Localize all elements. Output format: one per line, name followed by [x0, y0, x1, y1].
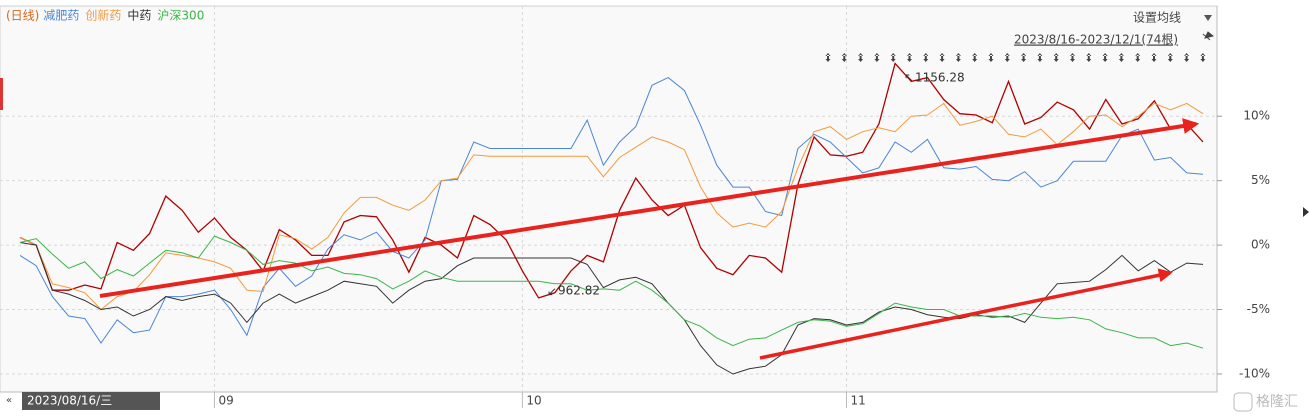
- plot-area: [0, 5, 1218, 393]
- series-line: [19, 102, 1204, 311]
- y-tick-label: 5%: [1251, 173, 1270, 187]
- marker-icon: [923, 53, 929, 62]
- cursor-date-box: [22, 392, 160, 410]
- series-line: [19, 235, 1204, 349]
- y-tick-label: 0%: [1251, 238, 1270, 252]
- watermark: 格隆汇: [1256, 394, 1298, 410]
- marker-icon: [1118, 53, 1124, 62]
- scroll-left[interactable]: «: [6, 395, 12, 406]
- annotation-max-label: 1156.28: [915, 71, 965, 85]
- y-tick-label: 10%: [1243, 109, 1270, 123]
- legend-item: 中药: [127, 8, 151, 23]
- marker-icon: [858, 53, 864, 62]
- marker-icon: [1086, 53, 1092, 62]
- dropdown-icon[interactable]: [1204, 15, 1212, 21]
- x-tick-label: 10: [526, 394, 541, 408]
- y-tick-label: -5%: [1247, 302, 1270, 316]
- series-line: [19, 62, 1204, 299]
- marker-icon: [874, 53, 880, 62]
- legend-item: 创新药: [85, 8, 121, 23]
- annotation-min: ↙: [547, 285, 557, 299]
- period-label: (日线): [6, 9, 39, 23]
- marker-icon: [825, 53, 831, 62]
- x-tick-label: 09: [218, 394, 233, 408]
- trend-arrow: [99, 118, 1200, 298]
- expand-icon[interactable]: [1303, 207, 1309, 217]
- marker-icon: [988, 53, 994, 62]
- legend-item: 沪深300: [157, 9, 204, 23]
- marker-icon: [1004, 53, 1010, 62]
- marker-icon: [890, 53, 896, 62]
- pin-icon[interactable]: [1202, 31, 1215, 41]
- marker-icon: [841, 53, 847, 62]
- legend-item: 减肥药: [43, 9, 79, 23]
- marker-icon: [939, 53, 945, 62]
- x-tick-label: 11: [850, 394, 865, 408]
- annotation-max: ↖: [904, 71, 914, 85]
- marker-icon: [1167, 53, 1173, 62]
- marker-icon: [1053, 53, 1059, 62]
- marker-icon: [972, 53, 978, 62]
- marker-icon: [1135, 53, 1141, 62]
- marker-icon: [1151, 53, 1157, 62]
- marker-icon: [1037, 53, 1043, 62]
- annotation-min-label: 962.82: [558, 284, 600, 298]
- series-line: [19, 242, 1204, 375]
- cursor-date: 2023/08/16/三: [27, 394, 112, 408]
- marker-icon: [1184, 53, 1190, 62]
- edge-marker: [0, 78, 3, 110]
- legend: (日线) 减肥药 创新药 中药 沪深300: [6, 8, 204, 23]
- marker-icon: [907, 53, 912, 62]
- range-label: 2023/8/16-2023/12/1(74根): [1014, 33, 1178, 47]
- settings-button[interactable]: 设置均线: [1133, 11, 1181, 25]
- marker-icon: [1102, 53, 1108, 62]
- watermark-logo: [1233, 392, 1253, 412]
- marker-icon: [1021, 53, 1027, 62]
- series-line: [19, 77, 1204, 344]
- marker-icon: [1200, 53, 1206, 62]
- marker-icon: [955, 53, 961, 62]
- marker-icon: [1070, 53, 1075, 62]
- trend-arrow: [759, 268, 1173, 360]
- y-tick-label: -10%: [1239, 366, 1270, 380]
